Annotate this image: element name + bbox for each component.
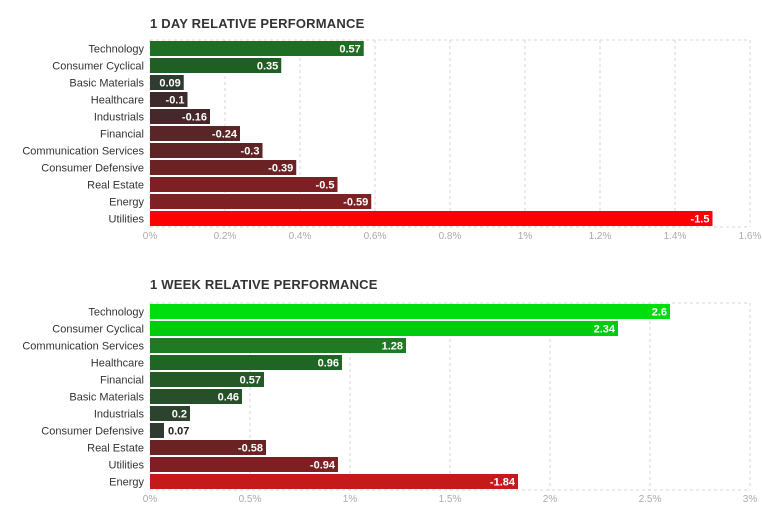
category-label: Real Estate xyxy=(87,180,144,192)
bar-1day-real-estate[interactable] xyxy=(150,177,338,192)
value-label: 0.57 xyxy=(240,375,261,387)
value-label: -0.59 xyxy=(343,197,368,209)
category-label: Technology xyxy=(88,307,144,319)
bar-1day-utilities[interactable] xyxy=(150,211,713,226)
category-label: Basic Materials xyxy=(69,392,144,404)
bar-1day-healthcare[interactable] xyxy=(150,92,188,107)
category-label: Real Estate xyxy=(87,443,144,455)
category-label: Communication Services xyxy=(22,341,144,353)
bar-1day-basic-materials[interactable] xyxy=(150,75,184,90)
category-label: Financial xyxy=(100,375,144,387)
value-label: -0.3 xyxy=(241,146,260,158)
category-label: Utilities xyxy=(109,460,145,472)
x-tick-label: 2% xyxy=(543,494,558,505)
value-label: 0.07 xyxy=(168,426,189,438)
category-label: Technology xyxy=(88,44,144,56)
bar-1day-communication-services[interactable] xyxy=(150,143,263,158)
value-label: 0.09 xyxy=(159,78,180,90)
value-label: -0.1 xyxy=(166,95,185,107)
x-tick-label: 0.6% xyxy=(364,231,387,242)
chart-title-1week: 1 WEEK RELATIVE PERFORMANCE xyxy=(150,277,378,292)
value-label: 0.46 xyxy=(218,392,239,404)
x-tick-label: 0.4% xyxy=(289,231,312,242)
bar-1week-utilities[interactable] xyxy=(150,457,338,472)
category-label: Basic Materials xyxy=(69,78,144,90)
bar-1week-real-estate[interactable] xyxy=(150,440,266,455)
x-tick-label: 3% xyxy=(743,494,758,505)
category-label: Financial xyxy=(100,129,144,141)
bar-1day-technology[interactable] xyxy=(150,41,364,56)
value-label: -0.24 xyxy=(212,129,238,141)
bar-1week-consumer-cyclical[interactable] xyxy=(150,321,618,336)
bar-1week-communication-services[interactable] xyxy=(150,338,406,353)
x-tick-label: 0.2% xyxy=(214,231,237,242)
category-label: Consumer Defensive xyxy=(41,163,144,175)
x-tick-label: 1.4% xyxy=(664,231,687,242)
x-tick-label: 0% xyxy=(143,231,158,242)
bar-1week-basic-materials[interactable] xyxy=(150,389,242,404)
value-label: -1.5 xyxy=(691,214,710,226)
category-label: Industrials xyxy=(94,112,145,124)
bar-1week-financial[interactable] xyxy=(150,372,264,387)
value-label: -0.5 xyxy=(316,180,335,192)
x-tick-label: 1% xyxy=(518,231,533,242)
category-label: Consumer Cyclical xyxy=(52,324,144,336)
x-tick-label: 2.5% xyxy=(639,494,662,505)
value-label: 0.2 xyxy=(172,409,187,421)
bar-1day-consumer-cyclical[interactable] xyxy=(150,58,282,73)
category-label: Utilities xyxy=(109,214,145,226)
category-label: Healthcare xyxy=(91,95,144,107)
category-label: Consumer Cyclical xyxy=(52,61,144,73)
bar-1week-energy[interactable] xyxy=(150,474,518,489)
x-tick-label: 0% xyxy=(143,494,158,505)
category-label: Consumer Defensive xyxy=(41,426,144,438)
value-label: -1.84 xyxy=(490,477,516,489)
x-tick-label: 0.5% xyxy=(239,494,262,505)
category-label: Healthcare xyxy=(91,358,144,370)
value-label: -0.16 xyxy=(182,112,207,124)
value-label: 0.57 xyxy=(339,44,360,56)
value-label: 2.34 xyxy=(594,324,616,336)
value-label: -0.58 xyxy=(238,443,263,455)
value-label: 0.96 xyxy=(318,358,339,370)
x-tick-label: 1.6% xyxy=(739,231,762,242)
bar-1week-consumer-defensive[interactable] xyxy=(150,423,164,438)
x-tick-label: 1% xyxy=(343,494,358,505)
x-tick-label: 0.8% xyxy=(439,231,462,242)
bar-1week-healthcare[interactable] xyxy=(150,355,342,370)
x-tick-label: 1.2% xyxy=(589,231,612,242)
value-label: -0.94 xyxy=(310,460,336,472)
x-tick-label: 1.5% xyxy=(439,494,462,505)
bar-1day-energy[interactable] xyxy=(150,194,372,209)
value-label: -0.39 xyxy=(268,163,293,175)
category-label: Communication Services xyxy=(22,146,144,158)
value-label: 0.35 xyxy=(257,61,278,73)
category-label: Energy xyxy=(109,197,144,209)
chart-1day: 0% 0.2% 0.4% 0.6% 0.8% 1% 1.2% 1.4% 1.6% Technolo… xyxy=(22,39,762,242)
chart-title-1day: 1 DAY RELATIVE PERFORMANCE xyxy=(150,16,365,31)
category-label: Energy xyxy=(109,477,144,489)
bar-1day-consumer-defensive[interactable] xyxy=(150,160,297,175)
category-label: Industrials xyxy=(94,409,145,421)
bar-1day-financial[interactable] xyxy=(150,126,240,141)
value-label: 2.6 xyxy=(652,307,667,319)
bar-1day-industrials[interactable] xyxy=(150,109,210,124)
bar-1week-industrials[interactable] xyxy=(150,406,190,421)
chart-1week: 0% 0.5% 1% 1.5% 2% 2.5% 3% Technology 2.6 Consume… xyxy=(22,302,758,505)
value-label: 1.28 xyxy=(382,341,403,353)
bar-1week-technology[interactable] xyxy=(150,304,670,319)
